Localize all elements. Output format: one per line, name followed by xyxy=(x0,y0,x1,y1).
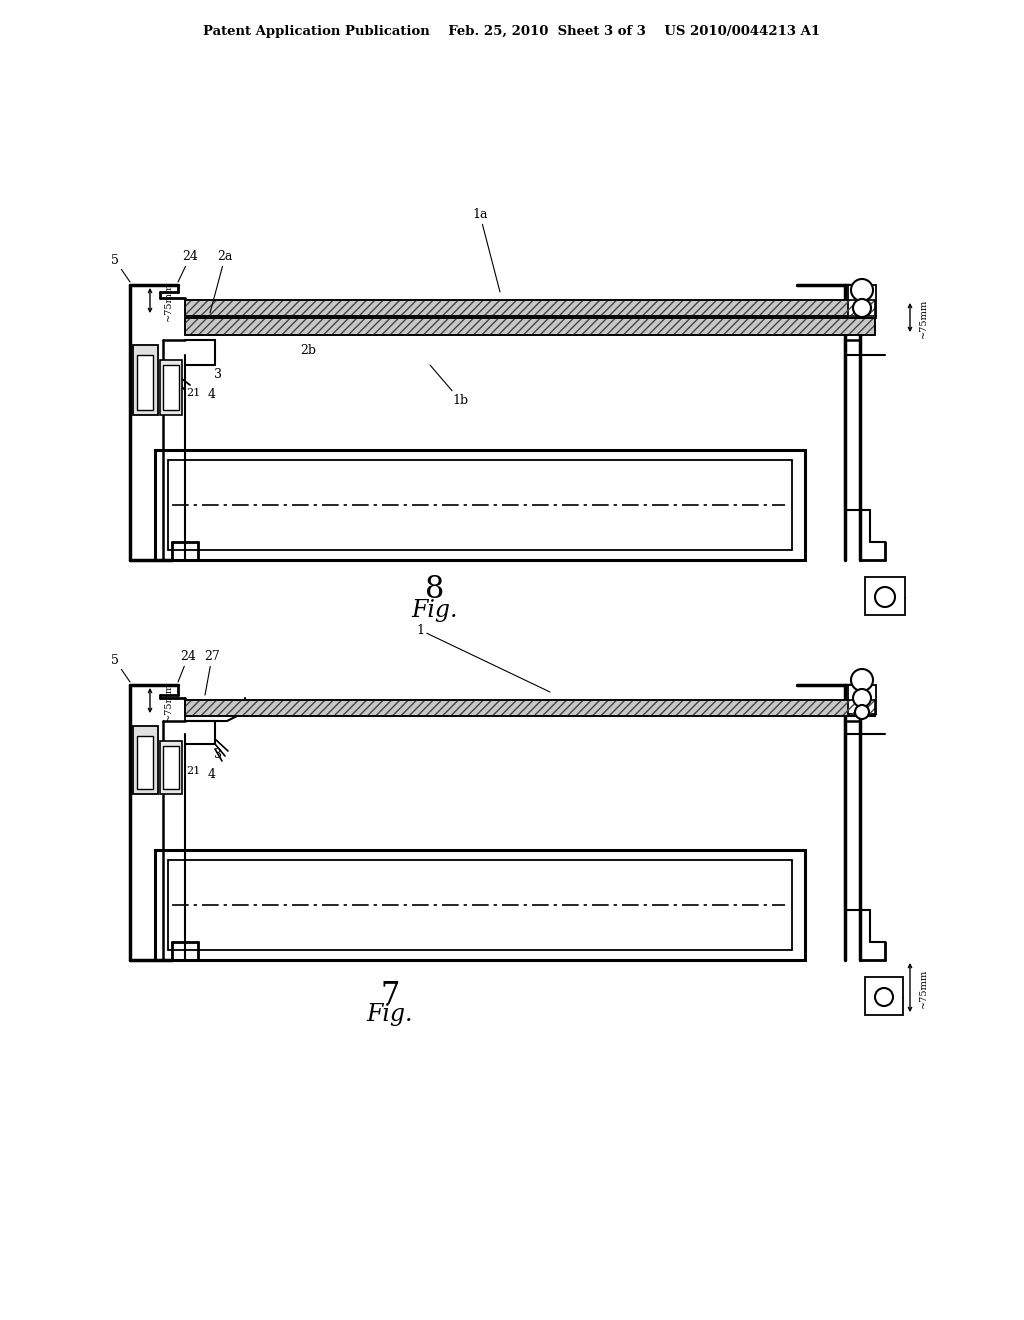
Text: 1a: 1a xyxy=(472,209,500,292)
Text: ~75mm: ~75mm xyxy=(164,281,172,321)
Bar xyxy=(185,300,874,315)
Bar xyxy=(155,450,805,560)
Text: 4: 4 xyxy=(208,767,216,780)
Text: ~75mm: ~75mm xyxy=(919,298,928,338)
Text: ~75mm: ~75mm xyxy=(164,681,172,721)
Bar xyxy=(163,746,179,789)
Bar xyxy=(185,318,874,335)
Bar xyxy=(160,360,182,414)
Text: 1b: 1b xyxy=(430,366,468,407)
Text: 7: 7 xyxy=(380,979,399,1011)
Text: 4: 4 xyxy=(208,388,216,401)
Bar xyxy=(185,318,874,335)
Text: 2b: 2b xyxy=(300,343,316,356)
Bar xyxy=(865,577,905,615)
Bar xyxy=(185,318,874,335)
Bar xyxy=(185,700,874,715)
Text: 24: 24 xyxy=(178,251,198,282)
Text: 8: 8 xyxy=(425,574,444,606)
Text: 21: 21 xyxy=(186,766,200,776)
Bar xyxy=(155,850,805,960)
Circle shape xyxy=(855,705,869,719)
Text: 3: 3 xyxy=(214,368,222,381)
Text: 27: 27 xyxy=(204,651,220,696)
Text: 1: 1 xyxy=(416,623,550,692)
Text: 5: 5 xyxy=(111,253,130,282)
Bar xyxy=(865,977,903,1015)
Text: 3: 3 xyxy=(214,747,222,760)
Bar xyxy=(185,300,874,315)
Circle shape xyxy=(851,669,873,690)
Bar xyxy=(185,300,874,315)
Circle shape xyxy=(853,689,871,708)
Text: 21: 21 xyxy=(186,388,200,399)
Bar xyxy=(137,737,153,789)
Bar xyxy=(133,345,158,414)
Bar xyxy=(185,700,874,715)
Circle shape xyxy=(851,279,873,301)
Circle shape xyxy=(853,300,871,317)
Circle shape xyxy=(874,587,895,607)
Text: ~75mm: ~75mm xyxy=(919,969,928,1007)
Bar xyxy=(163,366,179,411)
Bar xyxy=(160,741,182,795)
Text: Fig.: Fig. xyxy=(412,598,459,622)
Circle shape xyxy=(874,987,893,1006)
Bar xyxy=(133,726,158,795)
Text: Fig.: Fig. xyxy=(367,1003,414,1027)
Text: 2a: 2a xyxy=(210,251,232,313)
Text: 5: 5 xyxy=(111,653,130,682)
Bar xyxy=(168,459,792,550)
Bar xyxy=(137,355,153,411)
Bar xyxy=(168,861,792,950)
Bar xyxy=(848,285,876,318)
Bar xyxy=(848,685,876,714)
Text: 24: 24 xyxy=(178,651,196,682)
Bar xyxy=(185,700,874,715)
Text: Patent Application Publication    Feb. 25, 2010  Sheet 3 of 3    US 2010/0044213: Patent Application Publication Feb. 25, … xyxy=(204,25,820,38)
